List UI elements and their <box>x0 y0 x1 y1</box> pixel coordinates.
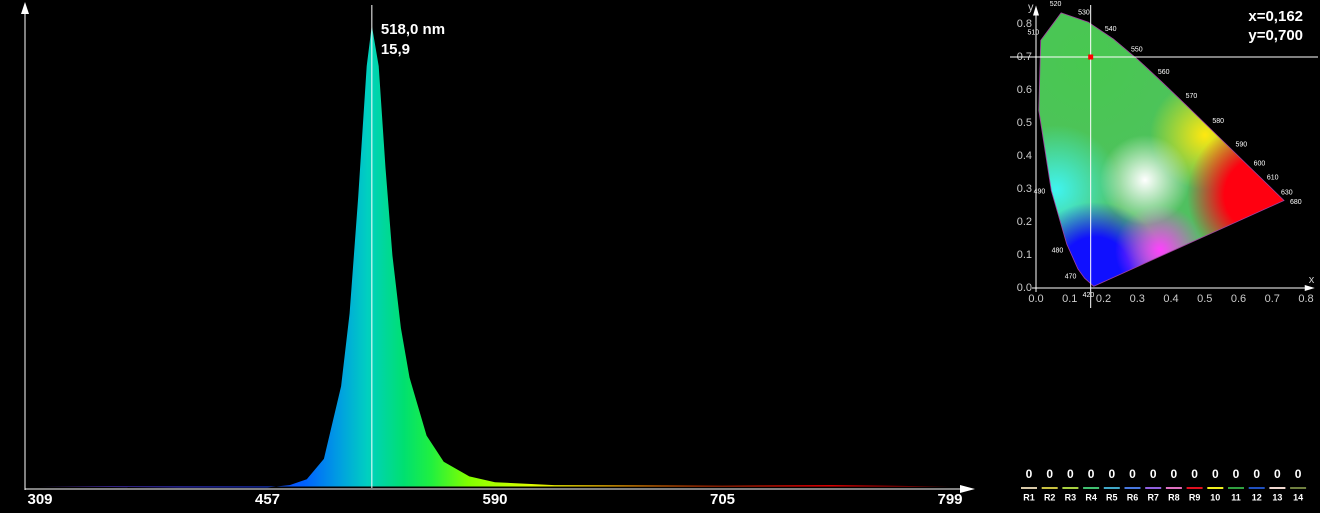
x-tick-label: 457 <box>255 491 280 508</box>
cie-x-label: x <box>1309 274 1315 286</box>
cie-x-tick-label: 0.4 <box>1163 293 1178 305</box>
cie-x-tick-label: 0.8 <box>1298 293 1313 305</box>
locus-label: 490 <box>1034 189 1046 196</box>
locus-label: 600 <box>1254 161 1266 168</box>
cri-value: 0 <box>1046 467 1053 481</box>
cri-label: R9 <box>1189 492 1201 502</box>
cri-label: 10 <box>1210 492 1220 502</box>
cie-x-arrow <box>1304 285 1315 291</box>
cri-panel: 0 R1 0 R2 0 R3 0 R4 0 R5 0 R6 0 R7 0 R8 0 R9 0 10 0 11 0 12 0 13 0… <box>1021 467 1307 502</box>
cie-y-tick-label: 0.1 <box>1017 249 1032 261</box>
cri-value: 0 <box>1191 467 1198 481</box>
cri-value: 0 <box>1067 467 1074 481</box>
cie-y-tick-label: 0.3 <box>1017 183 1032 195</box>
x-tick-label: 309 <box>27 491 52 508</box>
cri-value: 0 <box>1129 467 1136 481</box>
locus-label: 540 <box>1105 26 1117 33</box>
locus-label: 520 <box>1050 1 1062 8</box>
locus-label: 560 <box>1158 69 1170 76</box>
cri-label: R6 <box>1127 492 1139 502</box>
cri-value: 0 <box>1026 467 1033 481</box>
locus-label: 570 <box>1186 93 1198 100</box>
peak-value: 15,9 <box>381 41 410 58</box>
cri-label: R8 <box>1168 492 1180 502</box>
x-axis-arrow <box>960 485 975 493</box>
cie-y-tick-label: 0.2 <box>1017 216 1032 228</box>
cri-label: R7 <box>1147 492 1159 502</box>
cie-y-tick-label: 0.8 <box>1017 18 1032 30</box>
cri-value: 0 <box>1150 467 1157 481</box>
y-axis-arrow <box>21 2 29 14</box>
cie-y-tick-label: 0.4 <box>1017 150 1032 162</box>
cri-value: 0 <box>1088 467 1095 481</box>
cri-label: 12 <box>1252 492 1262 502</box>
cie-x-tick-label: 0.3 <box>1130 293 1145 305</box>
cri-label: R2 <box>1044 492 1056 502</box>
cri-value: 0 <box>1171 467 1178 481</box>
locus-label: 550 <box>1131 46 1143 53</box>
chromaticity-point <box>1088 54 1094 60</box>
cie-x-tick-label: 0.0 <box>1028 293 1043 305</box>
cri-value: 0 <box>1212 467 1219 481</box>
cri-label: R4 <box>1085 492 1097 502</box>
locus-label: 530 <box>1078 10 1090 17</box>
locus-label: 510 <box>1028 29 1040 36</box>
cie-y-tick-label: 0.5 <box>1017 117 1032 129</box>
cie-y-label: y <box>1028 1 1034 13</box>
cri-value: 0 <box>1253 467 1260 481</box>
cie-diagram: y x 0.0 0.1 0.2 0.3 0.4 0.5 0.6 0.7 0.8 0.0 0.1 0.2 0.… <box>1010 1 1318 308</box>
y-coordinate: y=0,700 <box>1248 27 1303 44</box>
cri-label: 14 <box>1293 492 1303 502</box>
peak-wavelength: 518,0 nm <box>381 21 445 38</box>
x-tick-label: 799 <box>937 491 962 508</box>
cie-y-tick-label: 0.0 <box>1017 282 1032 294</box>
cie-y-tick-label: 0.6 <box>1017 84 1032 96</box>
spectrum-area <box>40 25 950 488</box>
locus-label: 470 <box>1065 274 1077 281</box>
cri-label: 11 <box>1231 492 1241 502</box>
cri-value: 0 <box>1108 467 1115 481</box>
cri-value: 0 <box>1274 467 1281 481</box>
x-tick-label: 590 <box>482 491 507 508</box>
spectrum: 309 457 590 705 799 518,0 nm 15,9 <box>27 5 963 508</box>
locus-label: 420 <box>1083 292 1095 299</box>
locus-label: 580 <box>1212 118 1224 125</box>
cri-label: R1 <box>1023 492 1035 502</box>
spectral-locus <box>1038 12 1285 287</box>
cie-x-tick-label: 0.6 <box>1231 293 1246 305</box>
cie-x-tick-label: 0.5 <box>1197 293 1212 305</box>
locus-label: 630 <box>1281 189 1293 196</box>
cie-y-arrow <box>1033 5 1039 16</box>
locus-label: 680 <box>1290 199 1302 206</box>
locus-label: 590 <box>1236 141 1248 148</box>
locus-label: 610 <box>1267 175 1279 182</box>
locus-label: 480 <box>1052 247 1064 254</box>
cie-x-tick-label: 0.7 <box>1265 293 1280 305</box>
x-tick-label: 705 <box>710 491 735 508</box>
cri-label: R5 <box>1106 492 1118 502</box>
x-coordinate: x=0,162 <box>1248 8 1303 25</box>
cri-label: R3 <box>1065 492 1077 502</box>
cri-label: 13 <box>1272 492 1282 502</box>
cri-value: 0 <box>1233 467 1240 481</box>
cri-value: 0 <box>1295 467 1302 481</box>
cie-x-tick-label: 0.2 <box>1096 293 1111 305</box>
cie-x-tick-label: 0.1 <box>1062 293 1077 305</box>
